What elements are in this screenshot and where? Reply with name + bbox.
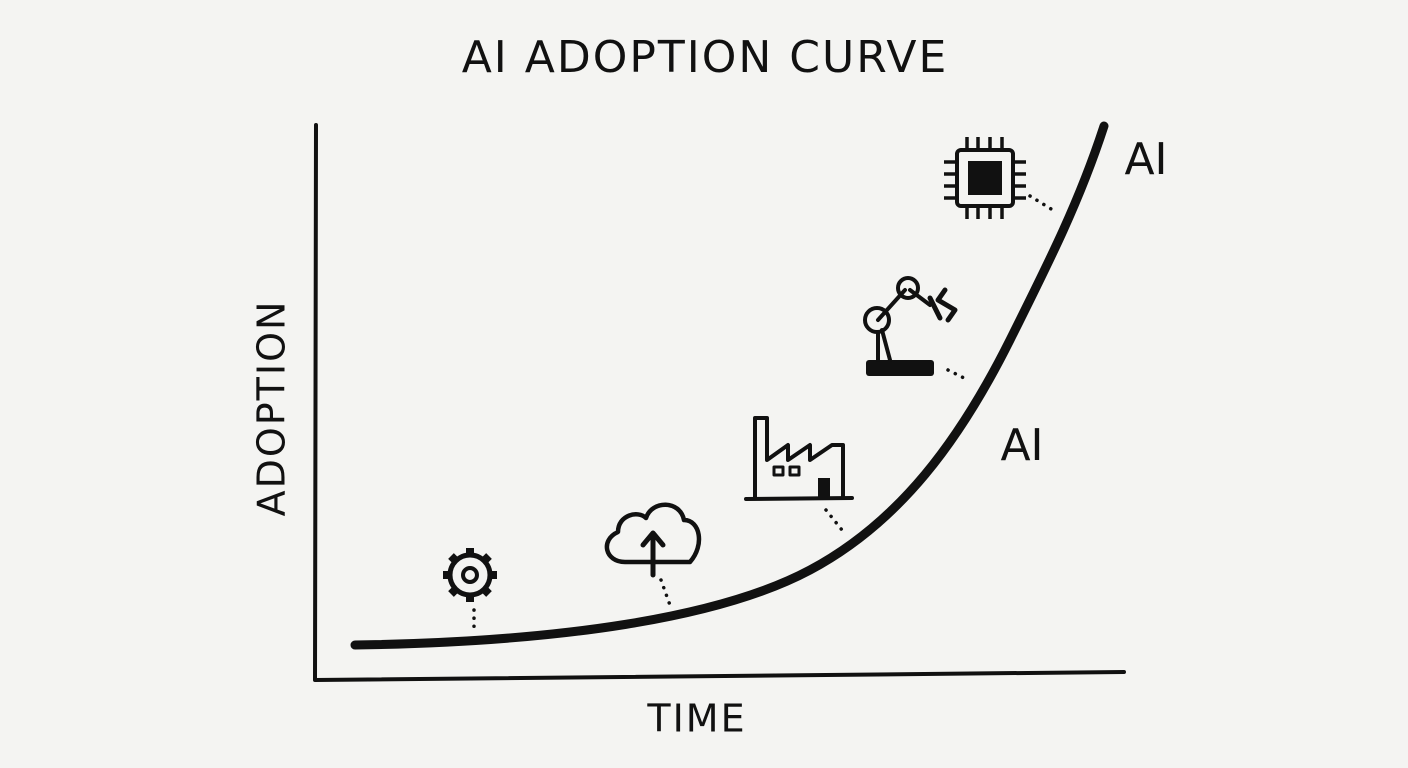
curve-label: AI <box>1124 134 1167 185</box>
curve-label: AI <box>1000 420 1043 471</box>
adoption-curve <box>350 121 1109 650</box>
axes <box>313 123 1126 682</box>
cloud-icon <box>604 502 702 578</box>
leader-dots <box>1028 194 1058 214</box>
title: AI ADOPTION CURVE <box>462 32 949 83</box>
leader-dots <box>659 578 673 610</box>
x-axis-label: TIME <box>646 697 746 741</box>
y-axis-label: ADOPTION <box>250 300 294 517</box>
factory-icon <box>744 416 854 501</box>
chip-icon <box>944 137 1026 219</box>
gear-icon <box>443 548 497 602</box>
robot-arm-icon <box>863 276 958 376</box>
